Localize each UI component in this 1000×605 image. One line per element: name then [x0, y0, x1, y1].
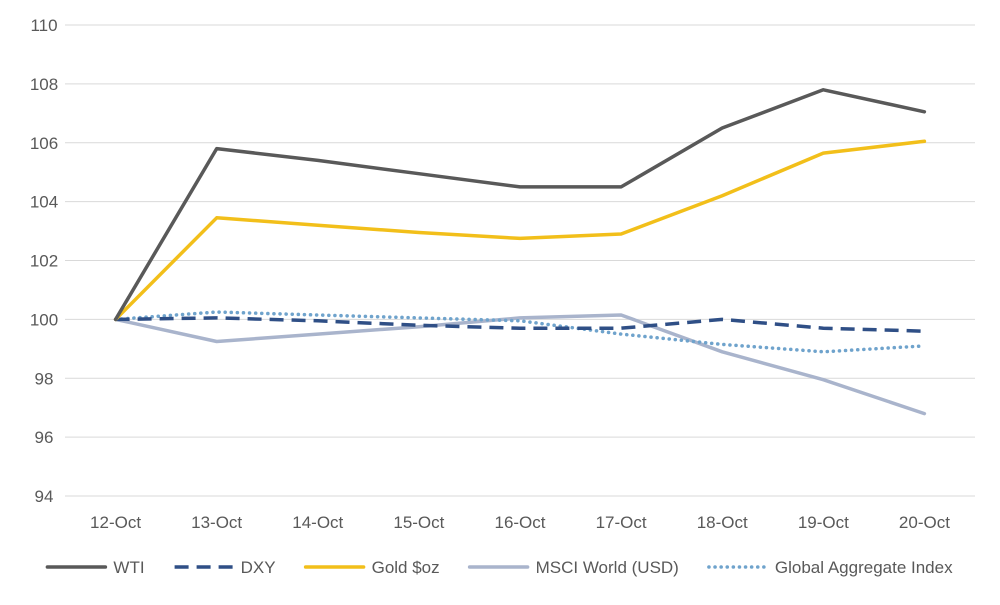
legend: WTI DXY Gold $oz MSCI World (USD) Global Agg…	[45, 558, 953, 577]
legend-item: Global Aggregate Index	[707, 558, 953, 577]
series-line-global-aggregate-index	[113, 310, 927, 354]
x-tick-label: 15-Oct	[393, 513, 444, 532]
x-tick-label: 14-Oct	[292, 513, 343, 532]
series-line-gold-oz	[113, 139, 927, 322]
y-tick-label: 98	[35, 369, 54, 388]
y-axis-ticks: 94 96 98 100 102 104 106 108 110	[30, 16, 58, 506]
y-tick-label: 106	[30, 134, 58, 153]
legend-label: DXY	[241, 558, 276, 577]
series-line-dxy	[115, 316, 925, 333]
series-line-wti	[113, 88, 927, 322]
y-tick-label: 100	[30, 310, 58, 329]
y-tick-label: 102	[30, 252, 58, 271]
gridlines	[65, 24, 975, 497]
y-tick-label: 104	[30, 193, 58, 212]
legend-label: MSCI World (USD)	[536, 558, 679, 577]
series-lines	[113, 88, 927, 416]
y-tick-label: 108	[30, 75, 58, 94]
legend-label: Global Aggregate Index	[775, 558, 953, 577]
y-tick-label: 94	[35, 487, 54, 506]
y-tick-label: 96	[35, 428, 54, 447]
series-line-msci-world-usd	[113, 313, 927, 416]
legend-item: DXY	[174, 558, 276, 577]
x-tick-label: 17-Oct	[596, 513, 647, 532]
legend-label: Gold $oz	[372, 558, 440, 577]
legend-item: MSCI World (USD)	[467, 558, 679, 577]
x-tick-label: 19-Oct	[798, 513, 849, 532]
x-tick-label: 18-Oct	[697, 513, 748, 532]
x-tick-label: 20-Oct	[899, 513, 950, 532]
legend-label: WTI	[113, 558, 144, 577]
y-tick-label: 110	[30, 16, 57, 35]
x-tick-label: 16-Oct	[494, 513, 545, 532]
x-tick-label: 12-Oct	[90, 513, 141, 532]
legend-item: WTI	[45, 558, 145, 577]
x-tick-label: 13-Oct	[191, 513, 242, 532]
x-axis-ticks: 12-Oct 13-Oct 14-Oct 15-Oct 16-Oct 17-Oct 18-O…	[90, 513, 950, 532]
legend-item: Gold $oz	[303, 558, 440, 577]
